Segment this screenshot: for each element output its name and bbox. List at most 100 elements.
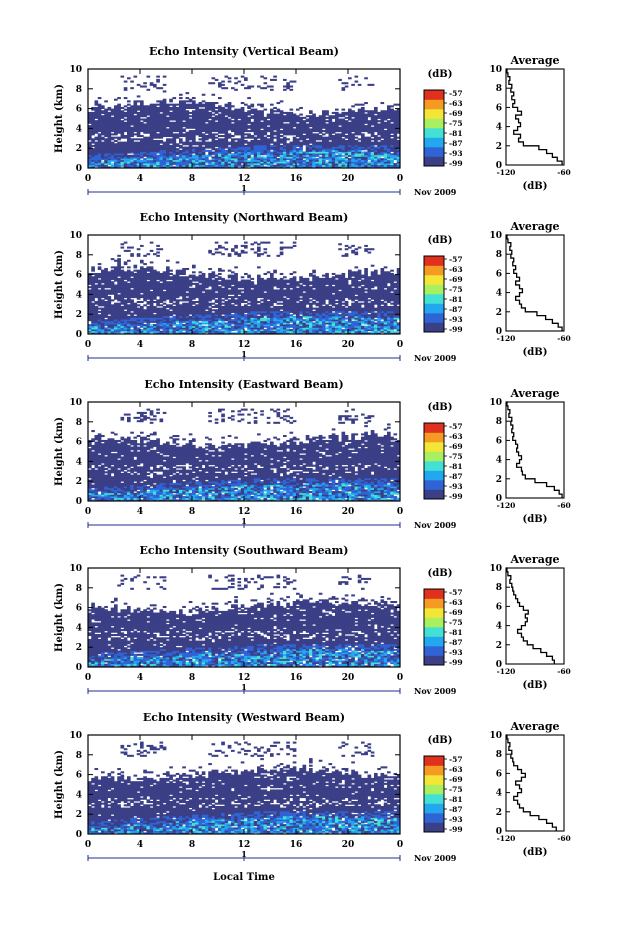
heatmap-cell bbox=[156, 245, 160, 247]
heatmap-cell bbox=[124, 87, 128, 89]
heatmap-cell bbox=[225, 76, 229, 78]
colorbar-segment bbox=[424, 128, 444, 138]
heatmap-cell bbox=[111, 270, 115, 272]
heatmap-cell bbox=[101, 105, 105, 107]
heatmap-cell bbox=[345, 135, 349, 137]
heatmap-cell bbox=[192, 301, 196, 303]
heatmap-cell bbox=[264, 117, 268, 119]
heatmap-cell bbox=[163, 291, 167, 293]
heatmap-cell bbox=[218, 105, 222, 107]
heatmap-cell bbox=[221, 135, 225, 137]
heatmap-cell bbox=[231, 123, 235, 125]
heatmap-cell bbox=[134, 138, 138, 140]
heatmap-cell bbox=[293, 81, 297, 83]
heatmap-cell bbox=[189, 275, 193, 277]
heatmap-cell bbox=[208, 250, 212, 252]
heatmap-cell bbox=[134, 76, 138, 78]
heatmap-cell bbox=[338, 127, 342, 129]
panel-title: Echo Intensity (Vertical Beam) bbox=[149, 45, 339, 58]
heatmap-cell bbox=[117, 97, 121, 99]
heatmap-cell bbox=[244, 104, 248, 106]
heatmap-cell bbox=[218, 245, 222, 247]
heatmap-cell bbox=[91, 112, 95, 114]
heatmap-cell bbox=[202, 109, 206, 111]
heatmap-cell bbox=[364, 152, 368, 154]
heatmap-cell bbox=[169, 281, 173, 283]
heatmap-cell bbox=[374, 135, 378, 137]
heatmap-cell bbox=[208, 303, 212, 305]
heatmap-cell bbox=[143, 263, 147, 265]
heatmap-cell bbox=[208, 150, 212, 152]
heatmap-cell bbox=[117, 303, 121, 305]
heatmap-cell bbox=[95, 301, 99, 303]
heatmap-cell bbox=[192, 100, 196, 102]
heatmap-cell bbox=[280, 145, 284, 147]
heatmap-cell bbox=[215, 242, 219, 244]
heatmap-cell bbox=[221, 138, 225, 140]
heatmap-cell bbox=[364, 125, 368, 127]
heatmap-cell bbox=[127, 283, 131, 285]
heatmap-cell bbox=[140, 266, 144, 268]
heatmap-cell bbox=[244, 112, 248, 114]
heatmap-cell bbox=[215, 137, 219, 139]
heatmap-cell bbox=[137, 112, 141, 114]
heatmap-cell bbox=[121, 107, 125, 109]
heatmap-cell bbox=[169, 273, 173, 275]
heatmap-cell bbox=[130, 278, 134, 280]
heatmap-cell bbox=[221, 278, 225, 280]
heatmap-cell bbox=[156, 252, 160, 254]
heatmap-cell bbox=[299, 114, 303, 116]
heatmap-cell bbox=[166, 260, 170, 262]
heatmap-cell bbox=[221, 87, 225, 89]
heatmap-cell bbox=[270, 109, 274, 111]
heatmap-cell bbox=[192, 97, 196, 99]
heatmap-cell bbox=[98, 314, 102, 316]
heatmap-cell bbox=[160, 283, 164, 285]
heatmap-cell bbox=[98, 280, 102, 282]
heatmap-cell bbox=[342, 112, 346, 114]
heatmap-cell bbox=[182, 276, 186, 278]
heatmap-cell bbox=[101, 137, 105, 139]
heatmap-cell bbox=[260, 156, 264, 158]
heatmap-cell bbox=[104, 109, 108, 111]
heatmap-cell bbox=[283, 79, 287, 81]
heatmap-cell bbox=[270, 86, 274, 88]
heatmap-cell bbox=[208, 120, 212, 122]
heatmap-cell bbox=[228, 299, 232, 301]
heatmap-cell bbox=[299, 107, 303, 109]
heatmap-cell bbox=[290, 81, 294, 83]
heatmap-cell bbox=[189, 99, 193, 101]
heatmap-cell bbox=[205, 123, 209, 125]
heatmap-cell bbox=[137, 84, 141, 86]
heatmap-cell bbox=[228, 280, 232, 282]
heatmap-cell bbox=[215, 275, 219, 277]
heatmap-cell bbox=[251, 109, 255, 111]
heatmap-cell bbox=[381, 110, 385, 112]
heatmap-cell bbox=[169, 318, 173, 320]
heatmap-cell bbox=[192, 283, 196, 285]
heatmap-cell bbox=[169, 276, 173, 278]
heatmap-cell bbox=[117, 294, 121, 296]
heatmap-cell bbox=[114, 266, 118, 268]
heatmap-cell bbox=[173, 122, 177, 124]
heatmap-cell bbox=[160, 308, 164, 310]
heatmap-cell bbox=[169, 107, 173, 109]
heatmap-cell bbox=[296, 109, 300, 111]
heatmap-cell bbox=[186, 276, 190, 278]
heatmap-cell bbox=[173, 275, 177, 277]
heatmap-cell bbox=[179, 150, 183, 152]
heatmap-cell bbox=[127, 247, 131, 249]
heatmap-cell bbox=[134, 273, 138, 275]
heatmap-cell bbox=[364, 114, 368, 116]
colorbar-segment bbox=[424, 109, 444, 119]
heatmap-cell bbox=[348, 158, 352, 160]
heatmap-cell bbox=[212, 94, 216, 96]
heatmap-cell bbox=[225, 248, 229, 250]
heatmap-cell bbox=[345, 86, 349, 88]
heatmap-cell bbox=[342, 155, 346, 157]
heatmap-cell bbox=[179, 304, 183, 306]
heatmap-cell bbox=[251, 86, 255, 88]
heatmap-cell bbox=[130, 138, 134, 140]
heatmap-cell bbox=[208, 82, 212, 84]
heatmap-cell bbox=[176, 270, 180, 272]
